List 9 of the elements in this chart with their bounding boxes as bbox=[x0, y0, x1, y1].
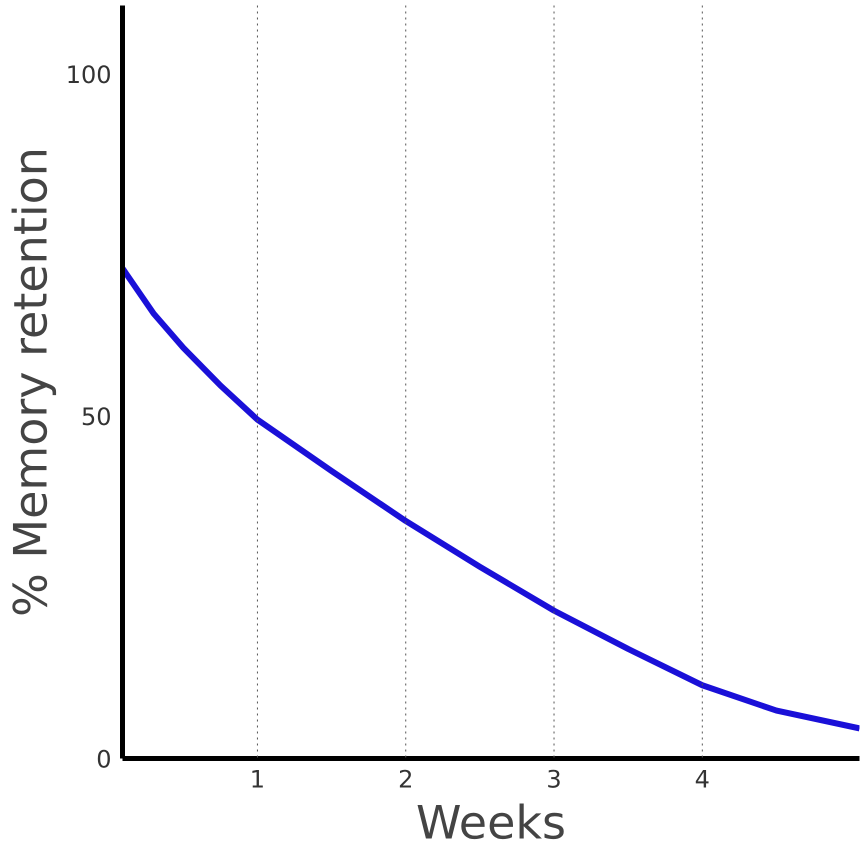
y-axis-title: % Memory retention bbox=[4, 147, 58, 617]
x-tick-label: 4 bbox=[694, 766, 710, 794]
y-tick-label: 100 bbox=[66, 60, 112, 89]
y-tick-label: 0 bbox=[96, 746, 112, 774]
x-tick-label: 1 bbox=[250, 766, 266, 794]
y-tick-label: 50 bbox=[80, 403, 112, 432]
x-tick-label: 3 bbox=[546, 766, 562, 794]
x-axis-title: Weeks bbox=[416, 796, 566, 850]
x-tick-label: 2 bbox=[398, 766, 414, 794]
